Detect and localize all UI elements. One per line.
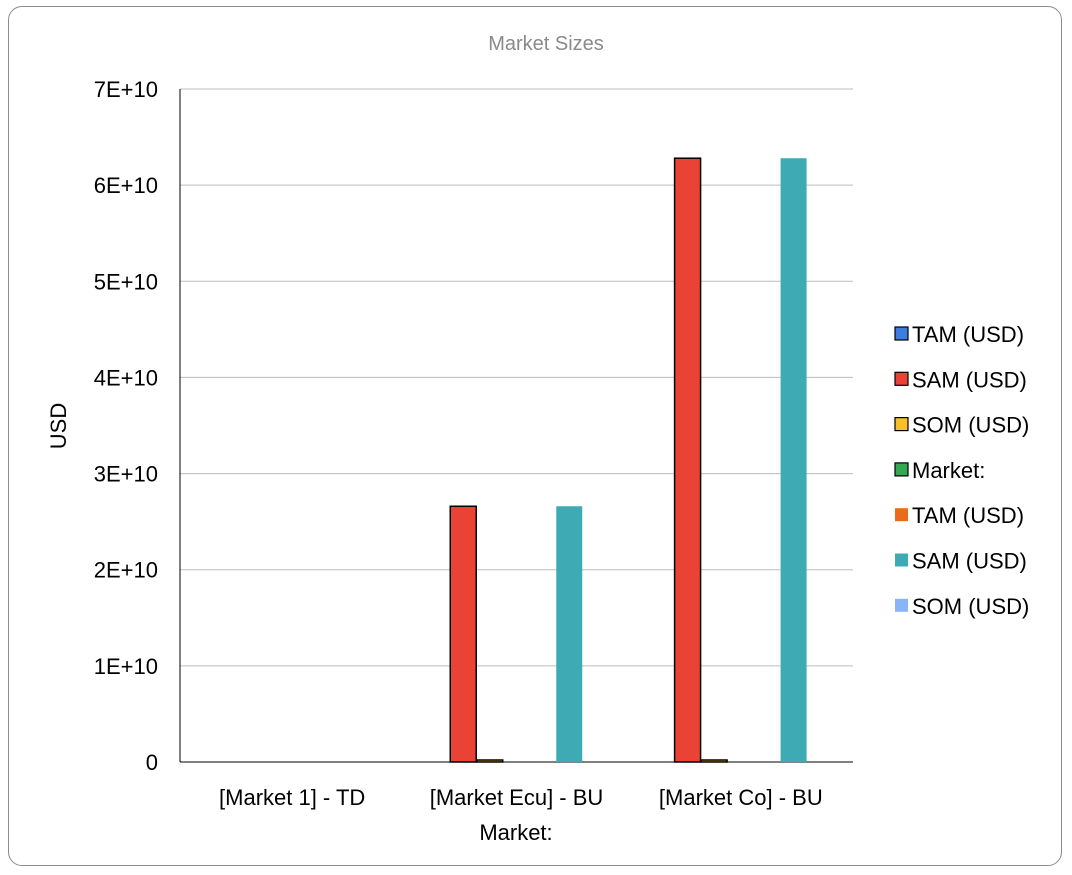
legend-label: SOM (USD) (912, 594, 1029, 619)
bar (780, 158, 807, 763)
legend-label: SAM (USD) (912, 549, 1027, 574)
chart-title: Market Sizes (488, 33, 604, 55)
y-tick-label: 5E+10 (94, 269, 158, 294)
bar (700, 759, 728, 763)
y-tick-label: 1E+10 (94, 654, 158, 679)
y-tick-label: 2E+10 (94, 558, 158, 583)
bar (556, 506, 583, 762)
legend-label: SOM (USD) (912, 413, 1029, 438)
legend-swatch (895, 508, 908, 522)
bar (476, 759, 504, 763)
grid-layer (179, 88, 853, 763)
legend-swatch (894, 462, 909, 477)
y-tick-label: 4E+10 (94, 365, 158, 390)
legend-label: SAM (USD) (912, 367, 1027, 392)
legend-swatch (895, 598, 908, 612)
x-tick-label: [Market Ecu] - BU (430, 785, 604, 810)
chart-frame (8, 6, 1062, 866)
legend-swatch (894, 326, 909, 341)
legend-label: TAM (USD) (912, 503, 1024, 528)
y-tick-labels: 0 1E+10 2E+10 3E+10 4E+10 5E+10 6E+10 7E+10 (94, 77, 158, 775)
x-axis-label: Market: (479, 820, 552, 845)
legend: TAM (USD) SAM (USD) SOM (USD) Market: TAM (U… (894, 322, 1029, 619)
y-tick-label: 7E+10 (94, 77, 158, 102)
x-tick-label: [Market 1] - TD (219, 785, 365, 810)
y-tick-label: 3E+10 (94, 462, 158, 487)
y-tick-label: 6E+10 (94, 173, 158, 198)
legend-label: Market: (912, 458, 985, 483)
bar (449, 505, 477, 763)
legend-swatch (894, 417, 909, 432)
x-tick-label: [Market Co] - BU (659, 785, 823, 810)
x-tick-labels: [Market 1] - TD [Market Ecu] - BU [Market … (219, 785, 823, 810)
legend-label: TAM (USD) (912, 322, 1024, 347)
legend-swatch (895, 553, 908, 567)
bars-layer (449, 157, 807, 763)
y-tick-label: 0 (146, 750, 158, 775)
y-axis-label: USD (46, 403, 71, 449)
bar (673, 157, 702, 763)
legend-swatch (894, 371, 909, 386)
